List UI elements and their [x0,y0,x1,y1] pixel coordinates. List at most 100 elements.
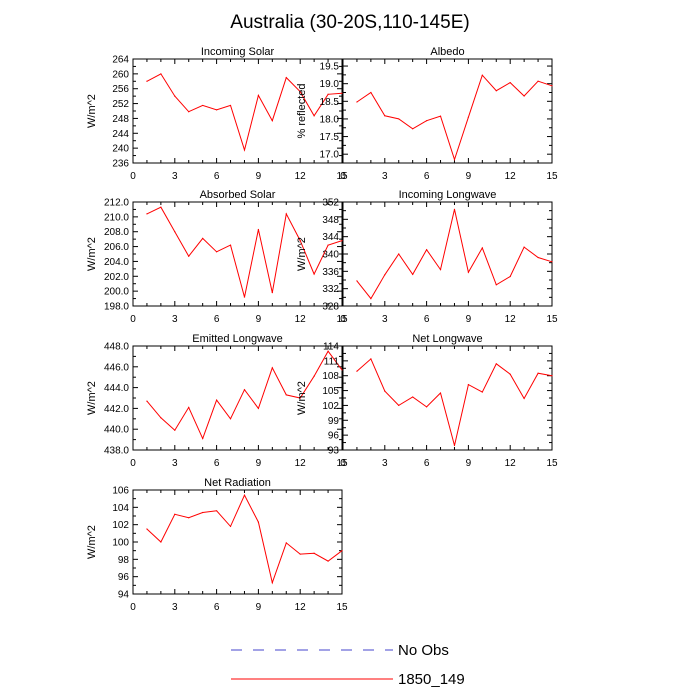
data-point [243,494,246,496]
data-point [453,158,456,161]
series-line [356,358,553,446]
x-tick-label: 6 [424,314,430,325]
data-point [229,525,232,528]
x-tick-label: 3 [172,602,178,613]
legend-label-no-obs: No Obs [398,642,449,659]
chart-panels: Incoming Solar 0 3 6 9 12 15 236 240 244 248 252 256… [86,46,558,613]
y-tick-label: 206.0 [104,242,129,253]
x-tick-label: 3 [382,458,388,469]
y-tick-label: 328 [322,302,339,313]
x-tick-label: 9 [256,602,262,613]
x-tick-label: 9 [466,314,472,325]
data-point [188,255,190,257]
panel-title: Net Longwave [412,333,482,345]
data-point [370,91,372,94]
data-point [257,228,259,231]
data-point [285,542,287,544]
data-point [146,400,148,402]
data-point [412,128,414,130]
y-tick-label: 244 [112,129,129,140]
series-line [146,73,343,152]
data-point [356,280,358,282]
data-point [551,85,553,87]
x-tick-label: 6 [214,171,220,182]
data-point [495,363,497,365]
data-point [327,350,329,352]
y-tick-label: 260 [112,69,129,80]
plot-frame [132,201,343,307]
plot-frame [342,345,553,451]
x-tick-label: 3 [172,458,178,469]
data-point [398,118,400,120]
y-tick-label: 444.0 [104,383,129,394]
data-point [495,90,497,92]
x-tick-label: 9 [466,171,472,182]
data-point [229,244,232,246]
y-tick-label: 17.5 [320,132,340,143]
x-tick-label: 12 [295,314,307,325]
panel-title: Net Radiation [204,477,271,489]
y-tick-label: 200.0 [104,287,129,298]
data-point [299,397,301,399]
data-point [285,76,287,79]
x-tick-label: 3 [172,171,178,182]
data-point [551,375,553,377]
data-point [453,444,456,447]
y-tick-label: 332 [322,284,339,295]
y-tick-label: 336 [322,267,339,278]
x-tick-label: 12 [505,314,517,325]
panel-title: Incoming Solar [201,46,275,58]
data-point [509,373,511,375]
x-tick-label: 15 [336,171,348,182]
data-point [481,247,483,249]
data-point [523,397,525,400]
y-tick-label: 264 [112,55,129,66]
data-point [285,213,287,215]
x-tick-label: 12 [295,602,307,613]
x-tick-label: 6 [214,458,220,469]
y-tick-label: 98 [118,555,130,566]
y-tick-label: 106 [112,486,129,497]
data-point [327,244,329,246]
x-tick-label: 0 [130,314,136,325]
data-point [398,404,400,407]
series-line [356,74,553,162]
data-point [467,116,469,118]
data-point [370,298,372,300]
y-axis-label: % reflected [296,83,308,138]
y-tick-label: 204.0 [104,257,129,268]
data-point [146,213,148,215]
x-tick-label: 3 [382,171,388,182]
x-tick-label: 15 [336,314,348,325]
x-tick-label: 0 [130,458,136,469]
data-point [271,582,273,584]
data-point [327,93,329,95]
data-point [160,73,162,75]
data-point [467,271,469,273]
x-tick-label: 6 [214,602,220,613]
data-point [174,513,176,515]
x-tick-label: 15 [546,314,558,325]
data-point [412,396,414,398]
data-point [509,82,511,84]
y-tick-label: 348 [322,215,339,226]
y-tick-label: 210.0 [104,212,129,223]
x-tick-label: 0 [340,314,346,325]
data-point [216,399,218,401]
y-tick-label: 352 [322,198,339,209]
y-axis-label: W/m^2 [86,94,98,128]
data-point [257,94,259,96]
data-point [356,370,358,372]
x-tick-label: 12 [295,171,307,182]
data-point [271,367,273,369]
x-tick-label: 3 [382,314,388,325]
data-point [481,74,483,76]
legend-label-1850-149: 1850_149 [398,671,465,688]
data-point [412,273,414,275]
y-tick-label: 208.0 [104,227,129,238]
data-point [188,406,190,408]
x-tick-label: 6 [214,314,220,325]
